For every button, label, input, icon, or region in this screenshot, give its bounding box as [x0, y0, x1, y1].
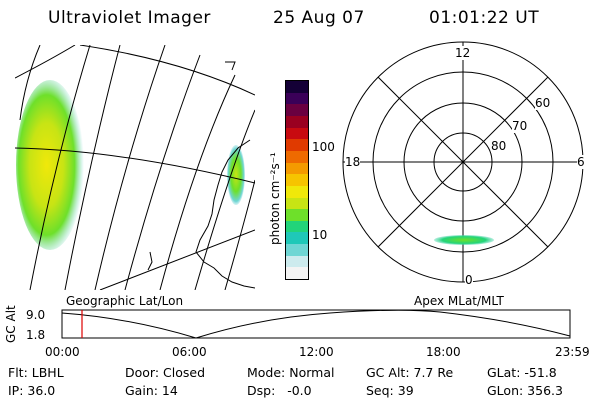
- dsp-readout: Dsp: -0.0: [247, 383, 312, 398]
- gc-alt-readout: GC Alt: 7.7 Re: [366, 365, 454, 380]
- altitude-plot-frame: [61, 309, 571, 339]
- mlt-18-label: 18: [345, 155, 361, 169]
- colorbar-tick-10: 10: [312, 228, 328, 242]
- mlat-60-label: 60: [535, 96, 551, 110]
- polar-aurora-emission: [434, 235, 494, 245]
- glon-readout: GLon: 356.3: [487, 383, 563, 398]
- aurora-emission-east: [227, 145, 245, 205]
- coastline: [195, 139, 255, 289]
- x-tick-0: 00:00: [45, 345, 80, 359]
- colorbar-segment: [286, 150, 308, 163]
- colorbar-segment: [286, 220, 308, 233]
- mode-readout: Mode: Normal: [247, 365, 335, 380]
- mlt-6-label: 6: [577, 155, 585, 169]
- seq-readout: Seq: 39: [366, 383, 414, 398]
- colorbar-segment: [286, 209, 308, 221]
- colorbar-segment: [286, 244, 308, 256]
- colorbar-segment: [286, 232, 308, 245]
- colorbar-segment: [286, 197, 308, 210]
- x-tick-2: 12:00: [299, 345, 334, 359]
- colorbar-segment: [286, 139, 308, 151]
- colorbar-tick-100: 100: [312, 140, 335, 154]
- geographic-map-label: Geographic Lat/Lon: [66, 294, 184, 308]
- door-readout: Door: Closed: [125, 365, 206, 380]
- colorbar-segment: [286, 267, 308, 279]
- instrument-title: Ultraviolet Imager: [48, 8, 211, 28]
- mlt-12-label: 12: [455, 46, 471, 60]
- filter-readout: Flt: LBHL: [8, 365, 64, 380]
- colorbar-segment: [286, 174, 308, 186]
- aurora-emission-west: [16, 80, 84, 250]
- colorbar-segment: [286, 92, 308, 105]
- colorbar-segment: [286, 104, 308, 117]
- mlat-80-label: 80: [491, 139, 507, 153]
- colorbar-segment: [286, 185, 308, 198]
- colorbar-segment: [286, 255, 308, 268]
- colorbar-segment: [286, 116, 308, 128]
- colorbar-segment: [286, 81, 308, 93]
- altitude-curve: [61, 309, 571, 339]
- ip-readout: IP: 36.0: [8, 383, 56, 398]
- glat-readout: GLat: -51.8: [487, 365, 557, 380]
- x-tick-1: 06:00: [172, 345, 207, 359]
- colorbar: [285, 80, 309, 280]
- colorbar-segment: [286, 127, 308, 140]
- mlt-0-label: 0: [465, 273, 473, 287]
- polar-plot-label: Apex MLat/MLT: [414, 294, 504, 308]
- mlat-70-label: 70: [512, 119, 528, 133]
- gain-readout: Gain: 14: [125, 383, 178, 398]
- date-label: 25 Aug 07: [273, 8, 365, 28]
- time-label: 01:01:22 UT: [429, 8, 540, 28]
- x-tick-4: 23:59: [555, 345, 590, 359]
- colorbar-segment: [286, 162, 308, 175]
- x-tick-3: 18:00: [426, 345, 461, 359]
- altitude-ymin-label: 1.8: [26, 328, 46, 342]
- altitude-ymax-label: 9.0: [26, 308, 46, 322]
